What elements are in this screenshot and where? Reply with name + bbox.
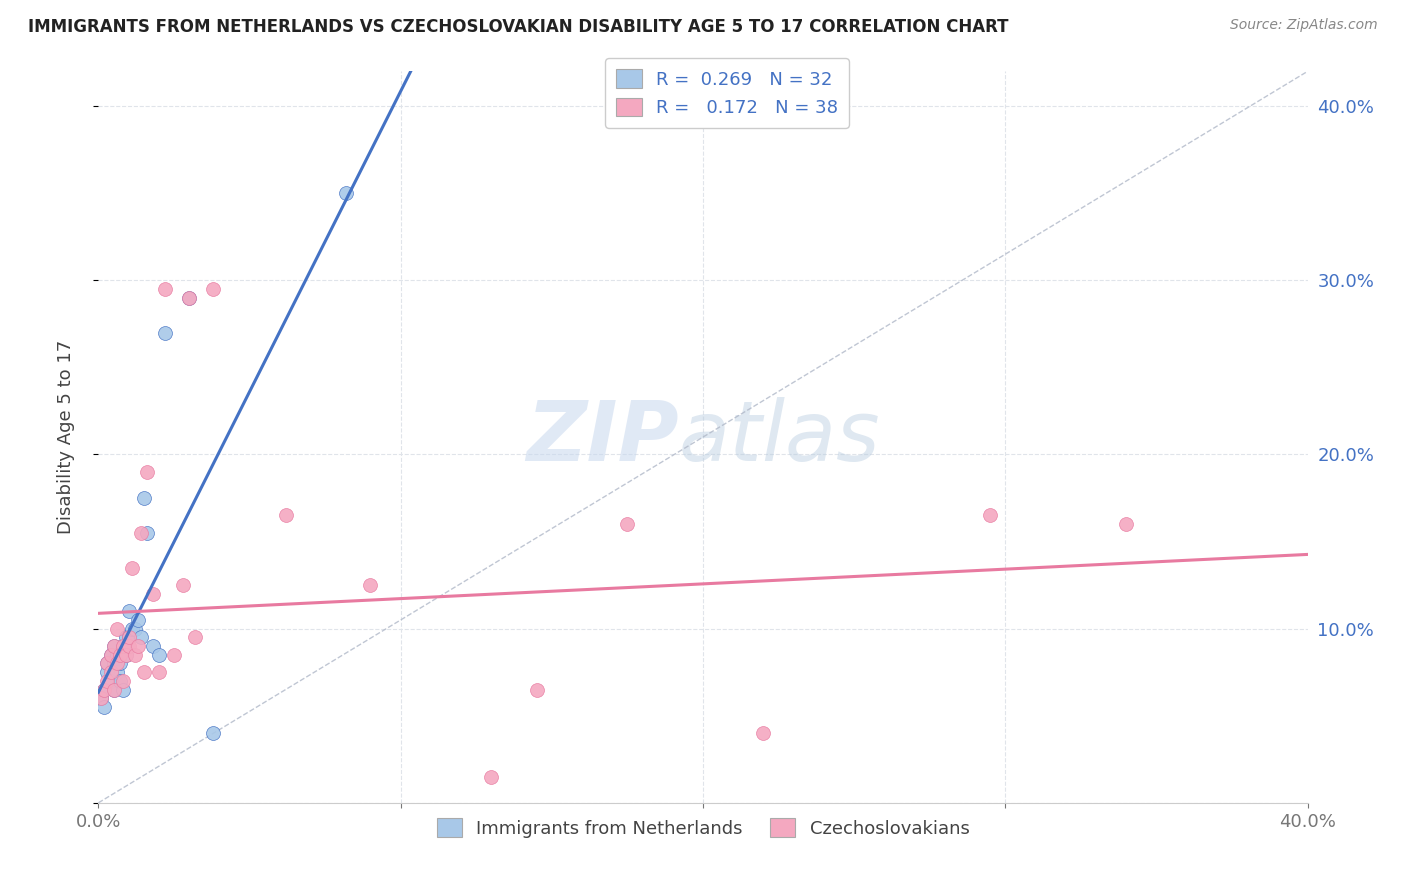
Point (163, 648, 186, 662)
Point (1115, 517, 1137, 532)
Point (148, 648, 170, 662)
Point (118, 639, 141, 653)
Point (100, 665, 122, 680)
Point (135, 465, 157, 479)
Point (108, 673, 131, 688)
Point (100, 648, 122, 662)
Point (153, 326, 176, 340)
Point (103, 639, 125, 653)
Point (153, 282, 176, 296)
Point (111, 673, 134, 688)
Point (103, 639, 125, 653)
Point (179, 291, 201, 305)
Point (90, 691, 112, 706)
Point (526, 682, 548, 697)
Point (105, 657, 128, 671)
Point (132, 665, 155, 680)
Point (96, 665, 118, 680)
Point (108, 648, 131, 662)
Text: ZIP: ZIP (526, 397, 679, 477)
Point (90, 691, 112, 706)
Point (118, 631, 141, 645)
Point (96, 657, 118, 671)
Point (129, 525, 152, 540)
Point (118, 604, 141, 618)
Text: atlas: atlas (679, 397, 880, 477)
Text: Source: ZipAtlas.com: Source: ZipAtlas.com (1230, 18, 1378, 32)
Point (135, 525, 157, 540)
Point (202, 282, 225, 296)
Point (127, 613, 149, 627)
Point (124, 648, 146, 662)
Point (202, 726, 225, 740)
Point (105, 648, 128, 662)
Point (100, 673, 122, 688)
Point (93, 682, 115, 697)
Point (360, 578, 382, 592)
Point (93, 700, 115, 714)
Point (142, 587, 165, 601)
Point (103, 682, 125, 697)
Legend: Immigrants from Netherlands, Czechoslovakians: Immigrants from Netherlands, Czechoslova… (429, 811, 977, 845)
Point (111, 682, 134, 697)
Point (105, 622, 128, 636)
Point (274, 508, 297, 523)
Point (127, 639, 149, 653)
Point (111, 639, 134, 653)
Point (103, 682, 125, 697)
Point (132, 491, 155, 505)
Point (96, 657, 118, 671)
Point (129, 631, 152, 645)
Point (335, 186, 357, 201)
Point (616, 517, 638, 532)
Point (752, 726, 775, 740)
Point (481, 770, 503, 784)
Point (124, 622, 146, 636)
Point (105, 665, 128, 680)
Point (96, 673, 118, 688)
Point (148, 665, 170, 680)
Point (184, 631, 207, 645)
Point (93, 682, 115, 697)
Y-axis label: Disability Age 5 to 17: Disability Age 5 to 17 (56, 340, 75, 534)
Point (118, 631, 141, 645)
Point (121, 622, 143, 636)
Point (114, 648, 136, 662)
Point (172, 578, 194, 592)
Text: IMMIGRANTS FROM NETHERLANDS VS CZECHOSLOVAKIAN DISABILITY AGE 5 TO 17 CORRELATIO: IMMIGRANTS FROM NETHERLANDS VS CZECHOSLO… (28, 18, 1008, 36)
Point (100, 648, 122, 662)
Point (114, 631, 136, 645)
Point (114, 648, 136, 662)
Point (108, 657, 131, 671)
Point (103, 657, 125, 671)
Point (179, 291, 201, 305)
Point (979, 508, 1001, 523)
Point (142, 639, 165, 653)
Point (111, 639, 134, 653)
Point (121, 560, 143, 574)
